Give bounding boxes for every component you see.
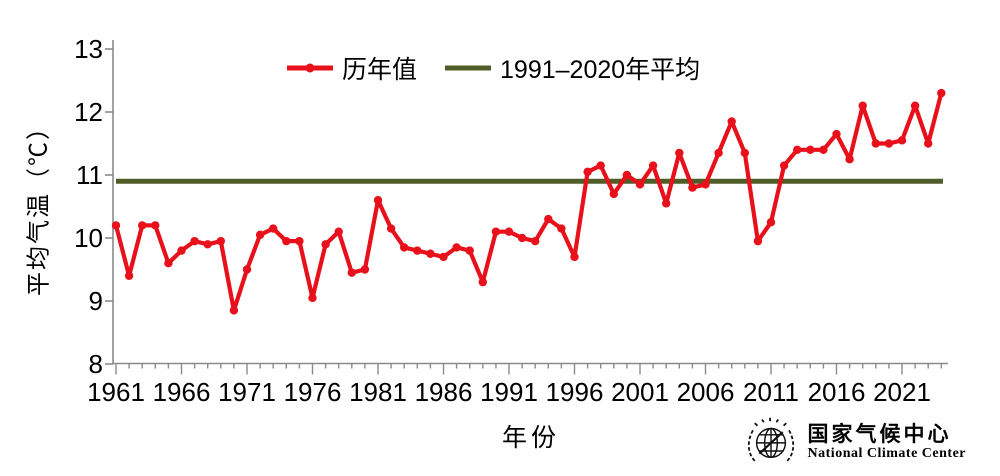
svg-text:2001: 2001 <box>611 377 669 407</box>
svg-text:11: 11 <box>76 160 103 190</box>
svg-text:1996: 1996 <box>546 377 604 407</box>
svg-text:10: 10 <box>74 223 103 253</box>
legend-label-annual: 历年值 <box>342 56 418 84</box>
svg-text:1971: 1971 <box>218 377 276 407</box>
svg-text:1991: 1991 <box>480 377 538 407</box>
chart-legend: 历年值 1991–2020年平均 <box>287 50 700 86</box>
ncc-name-cn: 国家气候中心 <box>807 421 952 446</box>
svg-text:1981: 1981 <box>349 377 407 407</box>
x-axis-title: 年份 <box>501 424 561 452</box>
legend-label-mean: 1991–2020年平均 <box>500 56 701 84</box>
svg-text:13: 13 <box>74 34 103 64</box>
svg-text:1961: 1961 <box>87 377 145 407</box>
svg-text:12: 12 <box>74 97 103 127</box>
svg-text:8: 8 <box>89 349 103 379</box>
svg-text:9: 9 <box>89 286 103 316</box>
svg-text:2016: 2016 <box>808 377 866 407</box>
svg-text:1976: 1976 <box>284 377 342 407</box>
ncc-logo: 国家气候中心 National Climate Center <box>744 414 966 470</box>
svg-text:1966: 1966 <box>153 377 211 407</box>
legend-line-icon <box>445 65 492 71</box>
globe-wreath-icon <box>747 417 794 462</box>
svg-text:2011: 2011 <box>743 377 799 407</box>
svg-text:2006: 2006 <box>677 377 735 407</box>
ncc-name-en: National Climate Center <box>807 446 966 462</box>
legend-item-annual: 历年值 <box>287 50 417 86</box>
legend-item-mean: 1991–2020年平均 <box>445 50 700 86</box>
y-axis-title: 平均气温（℃） <box>25 114 53 296</box>
svg-text:1986: 1986 <box>415 377 473 407</box>
svg-text:2021: 2021 <box>873 377 931 407</box>
legend-line-dot-icon <box>287 63 333 73</box>
